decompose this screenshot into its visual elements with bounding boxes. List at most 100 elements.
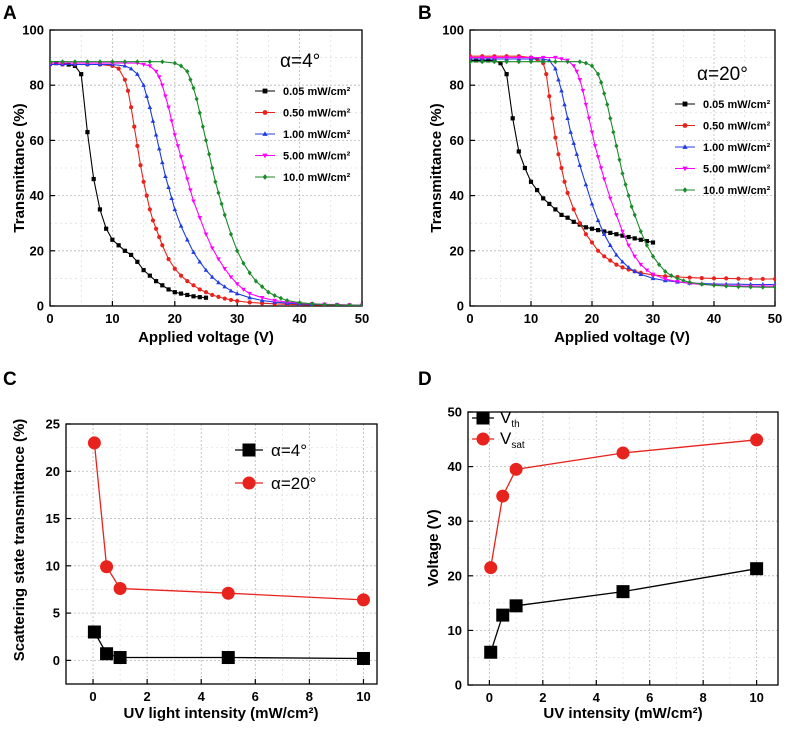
data-point xyxy=(504,72,509,77)
y-tick-label: 40 xyxy=(450,188,464,203)
gridlines xyxy=(468,411,778,686)
data-point xyxy=(644,239,649,244)
data-point xyxy=(711,276,717,281)
x-tick-label: 10 xyxy=(524,311,538,326)
data-point xyxy=(135,259,140,264)
data-point xyxy=(160,243,165,248)
data-point xyxy=(571,140,577,145)
data-point xyxy=(203,290,209,295)
data-point xyxy=(541,59,546,65)
y-tick-label: 30 xyxy=(448,514,462,529)
data-point xyxy=(589,240,595,245)
data-point xyxy=(197,216,203,221)
data-point xyxy=(736,284,741,290)
data-point xyxy=(129,105,134,110)
data-point xyxy=(172,60,177,66)
data-point xyxy=(595,218,601,223)
data-point xyxy=(194,96,199,102)
data-point xyxy=(559,165,564,171)
data-point xyxy=(484,561,498,575)
data-point xyxy=(334,302,340,306)
data-point xyxy=(528,59,534,65)
data-point xyxy=(480,59,485,65)
data-point xyxy=(589,63,595,69)
x-axis-title: UV intensity (mW/cm²) xyxy=(543,705,702,722)
data-point xyxy=(583,225,588,230)
legend-subscript: th xyxy=(511,419,519,430)
legend-label: α=4° xyxy=(271,441,307,460)
data-point xyxy=(484,645,498,659)
legend-marker xyxy=(262,174,268,180)
x-tick-label: 20 xyxy=(585,311,599,326)
data-point xyxy=(216,294,221,299)
data-point xyxy=(188,77,193,83)
data-point xyxy=(97,207,103,212)
data-point xyxy=(135,59,140,65)
data-point xyxy=(221,586,235,600)
data-point xyxy=(614,232,619,237)
data-point xyxy=(141,82,146,87)
data-point xyxy=(153,69,159,74)
legend: 0.05 mW/cm² 0.50 mW/cm² 1.00 mW/cm² 5.00 mW… xyxy=(255,86,351,184)
data-point xyxy=(565,115,570,120)
x-tick-label: 0 xyxy=(46,311,53,326)
data-point xyxy=(144,93,150,98)
data-point xyxy=(172,133,178,138)
data-point xyxy=(626,193,631,199)
data-point xyxy=(188,188,193,193)
data-point xyxy=(169,119,174,124)
legend-label: 0.50 mW/cm² xyxy=(283,108,351,120)
data-point xyxy=(203,232,209,237)
data-point xyxy=(586,116,592,121)
data-point xyxy=(235,248,240,254)
data-point xyxy=(150,118,156,123)
data-point xyxy=(571,219,576,224)
data-point xyxy=(598,166,604,171)
x-axis-title: Applied voltage (V) xyxy=(554,329,690,346)
legend-label: 5.00 mW/cm² xyxy=(703,164,771,176)
data-point xyxy=(216,257,221,262)
data-point xyxy=(620,259,625,264)
data-point xyxy=(602,229,607,234)
data-point xyxy=(87,436,101,450)
axes-frame xyxy=(469,29,776,307)
panel-letter: D xyxy=(418,369,432,390)
data-point xyxy=(479,55,485,61)
data-point xyxy=(486,58,491,63)
data-point xyxy=(322,302,327,306)
data-point xyxy=(247,291,252,296)
data-point xyxy=(87,625,101,639)
data-point xyxy=(184,177,190,182)
data-point xyxy=(644,268,650,273)
data-point xyxy=(614,252,619,257)
data-point xyxy=(509,462,523,476)
legend: α=4° α=20° xyxy=(235,441,316,493)
y-tick-label: 80 xyxy=(450,78,464,93)
data-point xyxy=(601,177,607,182)
data-point xyxy=(760,284,765,290)
data-point xyxy=(181,166,187,171)
legend-marker xyxy=(262,110,268,115)
data-point xyxy=(577,59,582,65)
data-point xyxy=(144,193,149,198)
legend-marker xyxy=(682,123,688,128)
data-point xyxy=(197,287,202,292)
data-point xyxy=(638,228,643,234)
data-point xyxy=(85,130,90,135)
data-point xyxy=(629,204,634,210)
data-point xyxy=(72,59,78,65)
data-point xyxy=(197,295,202,300)
data-point xyxy=(620,171,625,177)
data-point xyxy=(235,298,240,304)
data-point xyxy=(510,116,515,121)
data-point xyxy=(736,276,741,281)
data-point xyxy=(607,242,613,247)
y-tick-label: 100 xyxy=(442,23,464,38)
data-point xyxy=(141,62,146,67)
chart-panel-C: C 0 2 4 6 8 10 0 5 10 15 20 25 UV light intensity (mW… xyxy=(3,369,378,722)
legend-marker xyxy=(262,153,268,159)
data-point xyxy=(620,229,625,234)
data-point xyxy=(699,276,704,281)
data-point xyxy=(91,176,96,182)
